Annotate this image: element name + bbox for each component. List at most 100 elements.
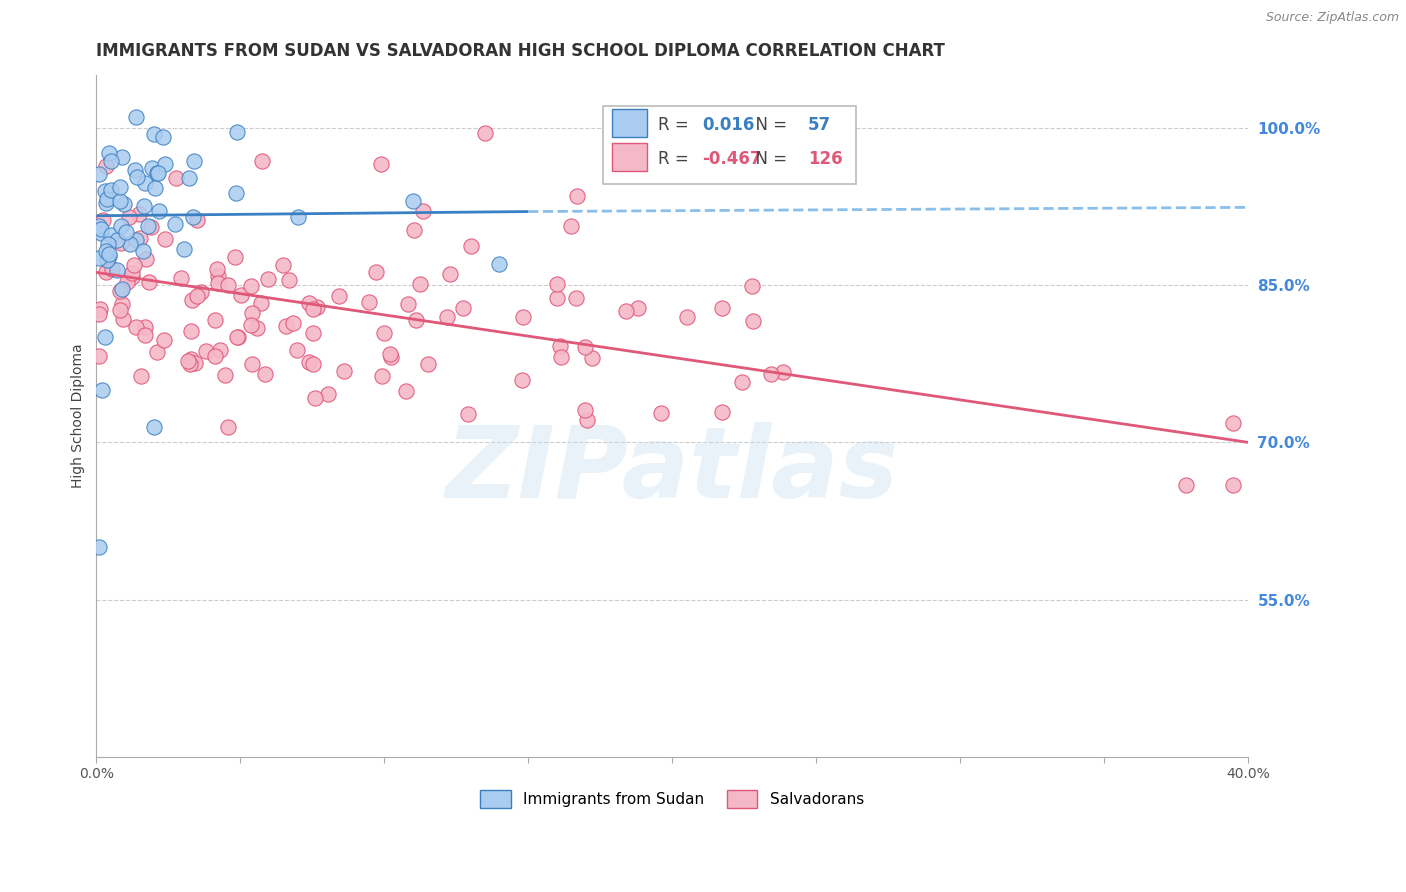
Point [731, 376, 754, 390]
Point [711, 404, 734, 418]
Point [402, 223, 425, 237]
Point [772, 365, 794, 379]
Point [180, 324, 202, 338]
Text: R =: R = [658, 150, 695, 168]
Point [89, 219, 111, 233]
Point [396, 296, 419, 310]
Text: -0.467: -0.467 [702, 150, 762, 168]
Point [96, 195, 118, 210]
Point [405, 312, 427, 326]
Point [179, 170, 201, 185]
Point [97, 237, 120, 252]
Point [134, 199, 156, 213]
Point [170, 270, 193, 285]
Point [1222, 478, 1244, 492]
Point [204, 313, 226, 327]
Point [285, 343, 308, 358]
Point [134, 327, 156, 342]
Point [277, 272, 299, 286]
Point [208, 343, 231, 357]
Point [226, 330, 249, 344]
Point [112, 197, 135, 211]
Point [614, 303, 637, 318]
Point [89, 307, 111, 321]
Text: N =: N = [745, 150, 792, 168]
Point [574, 340, 596, 354]
Point [439, 267, 461, 281]
Point [153, 231, 176, 245]
Point [304, 391, 326, 405]
Point [373, 326, 395, 341]
Point [240, 357, 263, 371]
Point [412, 203, 434, 218]
Point [256, 272, 278, 286]
Point [100, 227, 122, 242]
Point [120, 237, 142, 252]
Point [152, 130, 174, 145]
Point [97, 249, 120, 263]
Point [135, 252, 157, 267]
Point [134, 177, 156, 191]
Point [110, 219, 132, 234]
Point [207, 269, 229, 284]
Point [105, 263, 128, 277]
Point [94, 159, 117, 173]
Point [186, 288, 208, 302]
Point [250, 295, 273, 310]
Point [217, 277, 239, 292]
Point [190, 285, 212, 300]
Point [94, 265, 117, 279]
Point [163, 217, 186, 231]
Point [146, 166, 169, 180]
Point [302, 326, 325, 340]
Point [565, 291, 588, 305]
Point [298, 355, 321, 369]
Point [474, 126, 496, 140]
Point [231, 287, 253, 301]
Point [183, 154, 205, 169]
Point [118, 210, 141, 224]
Text: ZIPatlas: ZIPatlas [446, 422, 898, 519]
Text: R =: R = [658, 116, 695, 134]
Point [370, 156, 392, 170]
Point [145, 166, 167, 180]
Point [89, 302, 111, 317]
Point [117, 275, 139, 289]
Point [180, 355, 202, 369]
Point [124, 163, 146, 178]
Point [90, 226, 112, 240]
Point [125, 233, 148, 247]
Point [380, 351, 402, 365]
Point [91, 213, 114, 227]
Point [576, 413, 599, 427]
Point [143, 181, 166, 195]
Point [273, 258, 295, 272]
Point [96, 193, 118, 207]
Point [204, 349, 226, 363]
Point [207, 276, 229, 290]
Point [207, 262, 229, 277]
Point [240, 318, 263, 332]
Point [226, 125, 249, 139]
Point [94, 330, 117, 344]
Point [94, 244, 117, 258]
Point [318, 387, 340, 401]
Point [90, 221, 112, 235]
Point [550, 350, 572, 364]
Point [100, 154, 122, 169]
Point [741, 314, 763, 328]
Point [173, 242, 195, 256]
Point [155, 157, 177, 171]
Point [402, 194, 425, 208]
Point [128, 231, 150, 245]
Point [281, 316, 304, 330]
Point [110, 303, 132, 318]
Point [98, 246, 121, 260]
Text: 0.016: 0.016 [702, 116, 755, 134]
Point [364, 265, 387, 279]
Point [548, 338, 571, 352]
Point [759, 367, 782, 381]
Point [512, 310, 534, 324]
Point [302, 301, 325, 316]
Point [125, 170, 148, 185]
